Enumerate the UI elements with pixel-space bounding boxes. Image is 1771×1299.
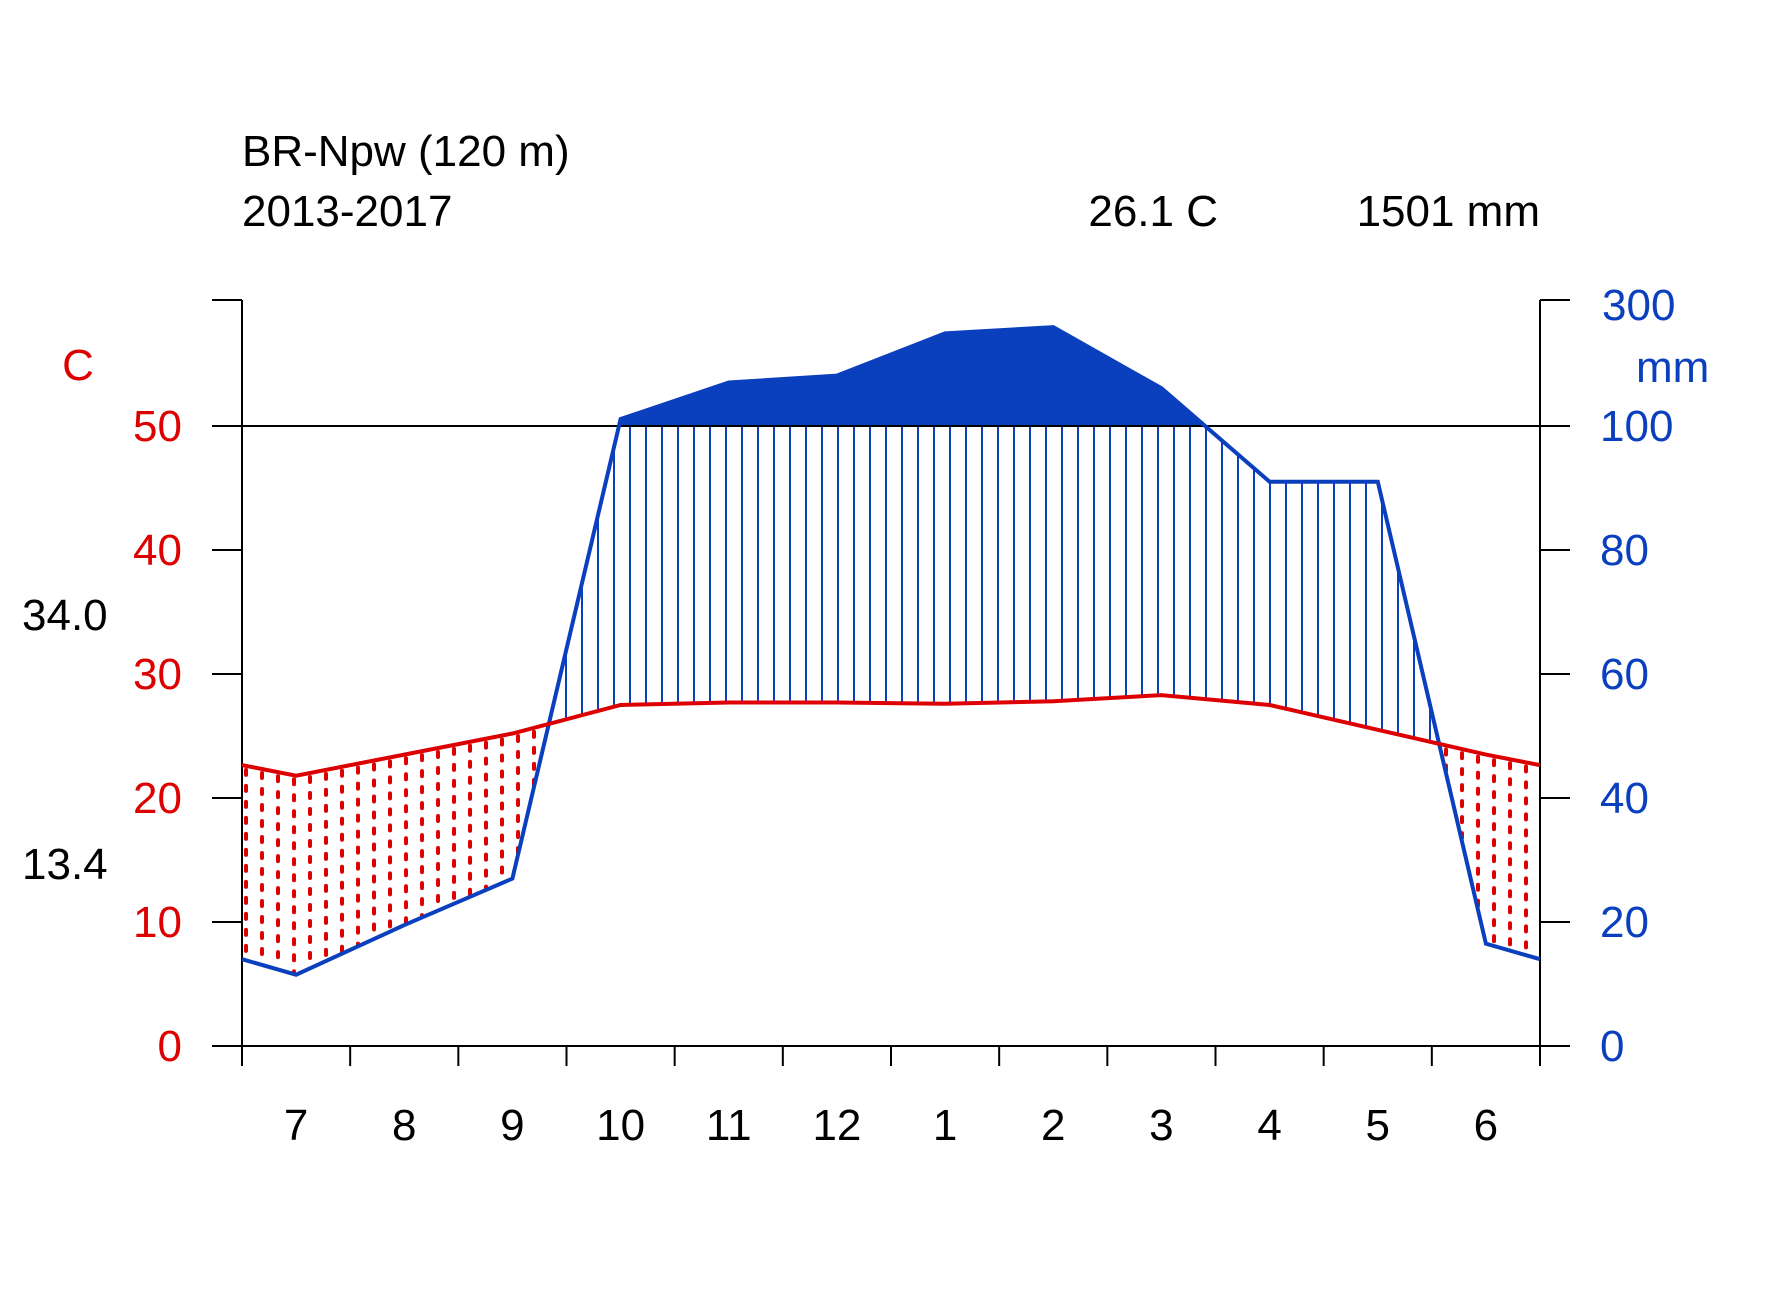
perhumid-area: [242, 327, 1540, 426]
temperature-tick-label: 20: [133, 774, 182, 823]
fill-layer: [242, 327, 1540, 975]
lines-layer: [241, 325, 1541, 977]
month-label: 4: [1257, 1101, 1281, 1150]
temperature-unit-label: C: [62, 341, 94, 390]
temperature-tick-label: 40: [133, 526, 182, 575]
precipitation-tick-label: 0: [1600, 1022, 1624, 1071]
month-label: 2: [1041, 1101, 1065, 1150]
period-label: 2013-2017: [242, 187, 452, 236]
axes-layer: [212, 299, 1570, 1066]
month-label: 10: [596, 1101, 645, 1150]
temperature-tick-label: 0: [158, 1022, 182, 1071]
temperature-tick-label: 30: [133, 650, 182, 699]
precipitation-tick-label: 60: [1600, 650, 1649, 699]
month-label: 11: [706, 1101, 752, 1150]
month-label: 1: [933, 1101, 957, 1150]
month-label: 6: [1474, 1101, 1498, 1150]
hatching: [244, 426, 1528, 975]
mean-temperature-label: 26.1 C: [1088, 187, 1218, 236]
max-temperature-label: 34.0: [22, 591, 108, 640]
precipitation-line: [241, 325, 1541, 977]
annual-precipitation-label: 1501 mm: [1357, 187, 1540, 236]
month-label: 7: [284, 1101, 308, 1150]
precipitation-tick-label: 80: [1600, 526, 1649, 575]
temperature-line: [241, 693, 1541, 778]
precipitation-unit-label: mm: [1636, 343, 1709, 392]
precipitation-top-tick-label: 300: [1602, 281, 1675, 330]
station-title: BR-Npw (120 m): [242, 127, 570, 176]
month-label: 8: [392, 1101, 416, 1150]
temperature-tick-label: 10: [133, 898, 182, 947]
month-label: 3: [1149, 1101, 1173, 1150]
min-temperature-label: 13.4: [22, 840, 108, 889]
precipitation-tick-label: 100: [1600, 402, 1673, 451]
precipitation-tick-label: 40: [1600, 774, 1649, 823]
temperature-tick-label: 50: [133, 402, 182, 451]
month-label: 12: [812, 1101, 861, 1150]
precipitation-tick-label: 20: [1600, 898, 1649, 947]
month-label: 9: [500, 1101, 524, 1150]
month-label: 5: [1366, 1101, 1390, 1150]
